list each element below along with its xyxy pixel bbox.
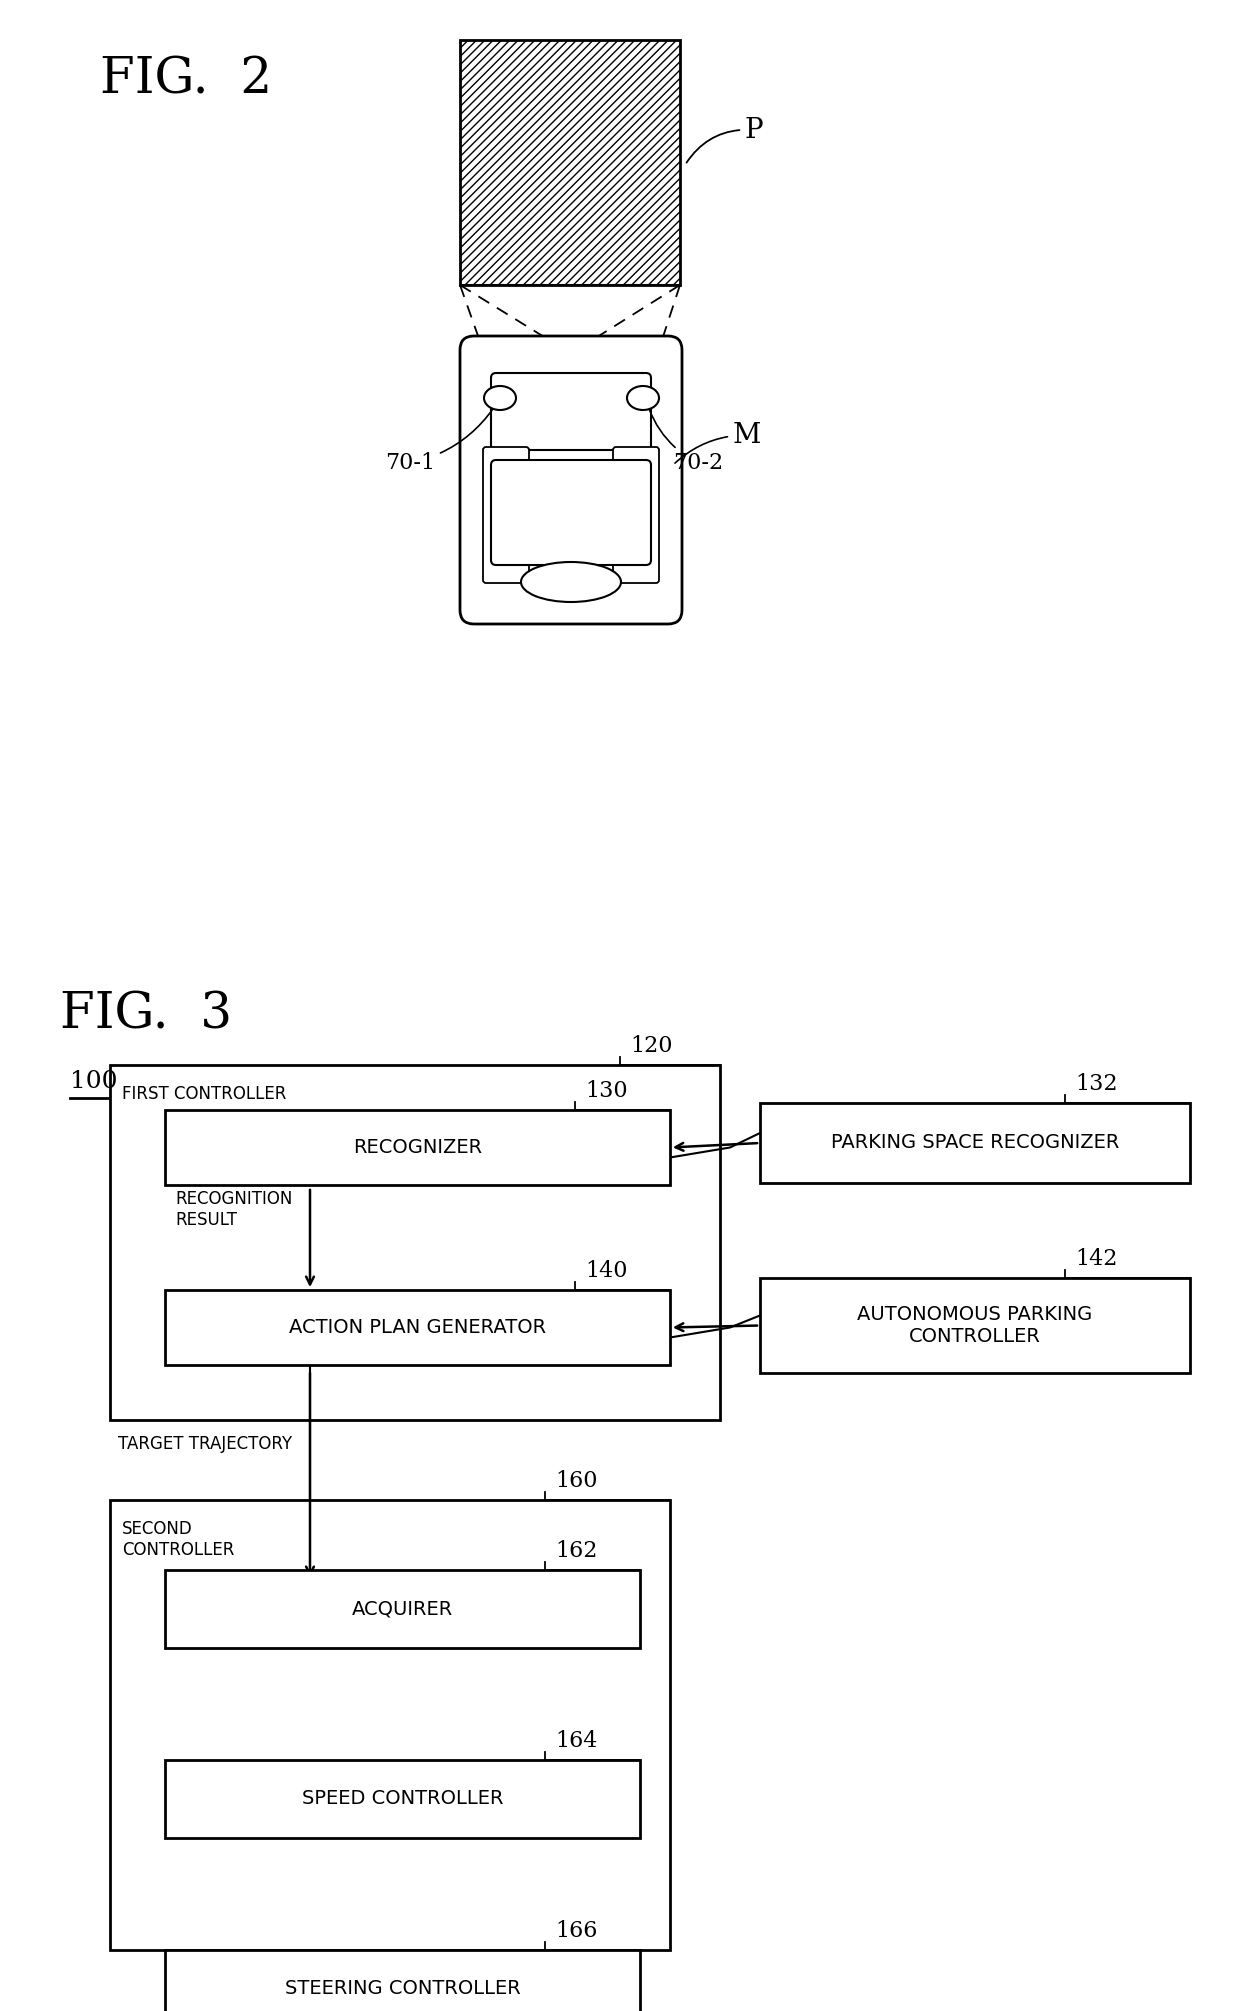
Text: 130: 130 <box>585 1080 627 1102</box>
FancyBboxPatch shape <box>491 372 651 450</box>
FancyBboxPatch shape <box>463 501 502 559</box>
Bar <box>165 1110 670 1184</box>
Bar <box>165 1289 670 1365</box>
Text: RECOGNIZER: RECOGNIZER <box>353 1138 482 1156</box>
Text: TARGET TRAJECTORY: TARGET TRAJECTORY <box>118 1436 293 1454</box>
Text: 100: 100 <box>69 1070 118 1094</box>
Text: RECOGNITION
RESULT: RECOGNITION RESULT <box>175 1191 293 1229</box>
Text: 164: 164 <box>556 1729 598 1752</box>
Text: ACQUIRER: ACQUIRER <box>352 1599 453 1619</box>
Text: FIG.  3: FIG. 3 <box>60 989 232 1040</box>
FancyBboxPatch shape <box>640 501 680 559</box>
FancyBboxPatch shape <box>491 461 651 565</box>
Text: FIG.  2: FIG. 2 <box>100 54 272 105</box>
Text: ACTION PLAN GENERATOR: ACTION PLAN GENERATOR <box>289 1317 546 1337</box>
Bar <box>165 1760 640 1838</box>
Bar <box>460 40 680 286</box>
FancyBboxPatch shape <box>460 336 682 623</box>
Text: P: P <box>687 117 764 163</box>
Text: PARKING SPACE RECOGNIZER: PARKING SPACE RECOGNIZER <box>831 1134 1120 1152</box>
Ellipse shape <box>521 561 621 601</box>
Ellipse shape <box>627 386 658 410</box>
Text: SPEED CONTROLLER: SPEED CONTROLLER <box>301 1790 503 1808</box>
Bar <box>110 1066 720 1420</box>
Text: 142: 142 <box>1075 1249 1117 1271</box>
Ellipse shape <box>484 386 516 410</box>
Text: 70-2: 70-2 <box>649 408 723 475</box>
Text: 70-1: 70-1 <box>384 408 494 475</box>
Text: 140: 140 <box>585 1261 627 1281</box>
Text: 160: 160 <box>556 1470 598 1492</box>
Text: 120: 120 <box>630 1036 672 1058</box>
Text: STEERING CONTROLLER: STEERING CONTROLLER <box>285 1979 521 1999</box>
Bar <box>760 1279 1190 1374</box>
Text: AUTONOMOUS PARKING
CONTROLLER: AUTONOMOUS PARKING CONTROLLER <box>857 1305 1092 1345</box>
Bar <box>165 1571 640 1647</box>
Text: 162: 162 <box>556 1540 598 1563</box>
Text: 132: 132 <box>1075 1074 1117 1096</box>
Text: 166: 166 <box>556 1921 598 1943</box>
Bar <box>165 1951 640 2011</box>
Text: SECOND
CONTROLLER: SECOND CONTROLLER <box>122 1520 234 1559</box>
FancyBboxPatch shape <box>613 446 658 583</box>
FancyBboxPatch shape <box>484 446 529 583</box>
Text: M: M <box>675 422 761 463</box>
Text: FIRST CONTROLLER: FIRST CONTROLLER <box>122 1086 286 1102</box>
Bar <box>110 1500 670 1951</box>
Bar <box>760 1102 1190 1182</box>
